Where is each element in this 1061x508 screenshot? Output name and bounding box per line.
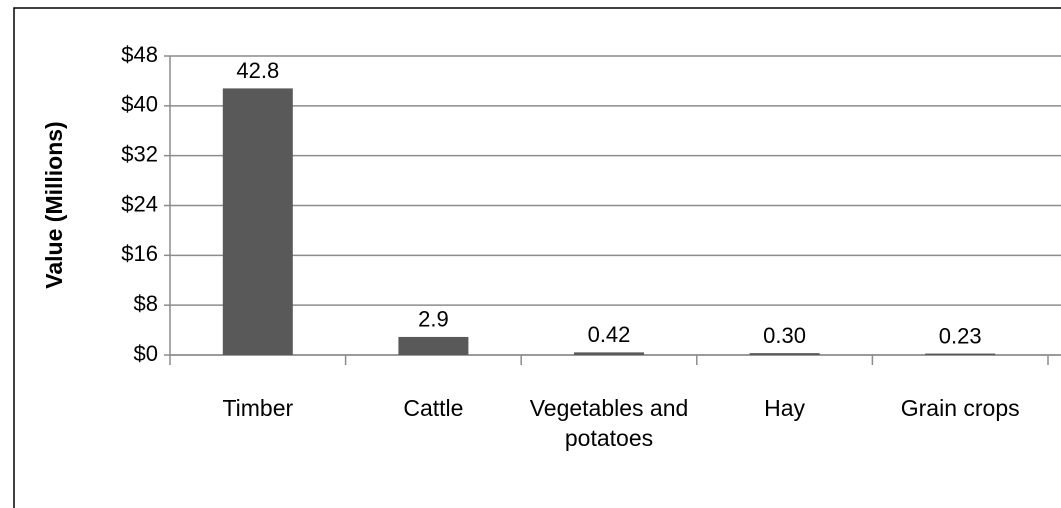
y-tick-label: $24 — [121, 191, 158, 216]
x-tick-label: Vegetables and potatoes — [529, 395, 689, 451]
y-tick-label: $48 — [121, 42, 158, 67]
data-label: 0.42 — [588, 322, 631, 347]
bar — [925, 353, 996, 355]
y-tick-label: $40 — [121, 92, 158, 117]
bar — [222, 88, 293, 356]
y-tick-label: $0 — [134, 341, 158, 366]
y-tick-label: $32 — [121, 141, 158, 166]
x-tick-label: Grain crops — [900, 395, 1020, 421]
x-tick-label: Cattle — [403, 395, 464, 421]
bar — [574, 352, 644, 355]
x-tick-label: Timber — [222, 395, 294, 421]
x-tick-label: Hay — [764, 395, 806, 421]
data-label: 42.8 — [236, 58, 279, 83]
bar — [749, 353, 820, 355]
bar — [398, 336, 469, 355]
y-tick-label: $8 — [134, 291, 158, 316]
data-label: 2.9 — [418, 307, 449, 332]
y-axis-label: Value (Millions) — [41, 121, 67, 288]
data-label: 0.23 — [939, 323, 982, 348]
chart-border — [13, 7, 1061, 508]
y-tick-label: $16 — [121, 241, 158, 266]
data-label: 0.30 — [763, 323, 806, 348]
